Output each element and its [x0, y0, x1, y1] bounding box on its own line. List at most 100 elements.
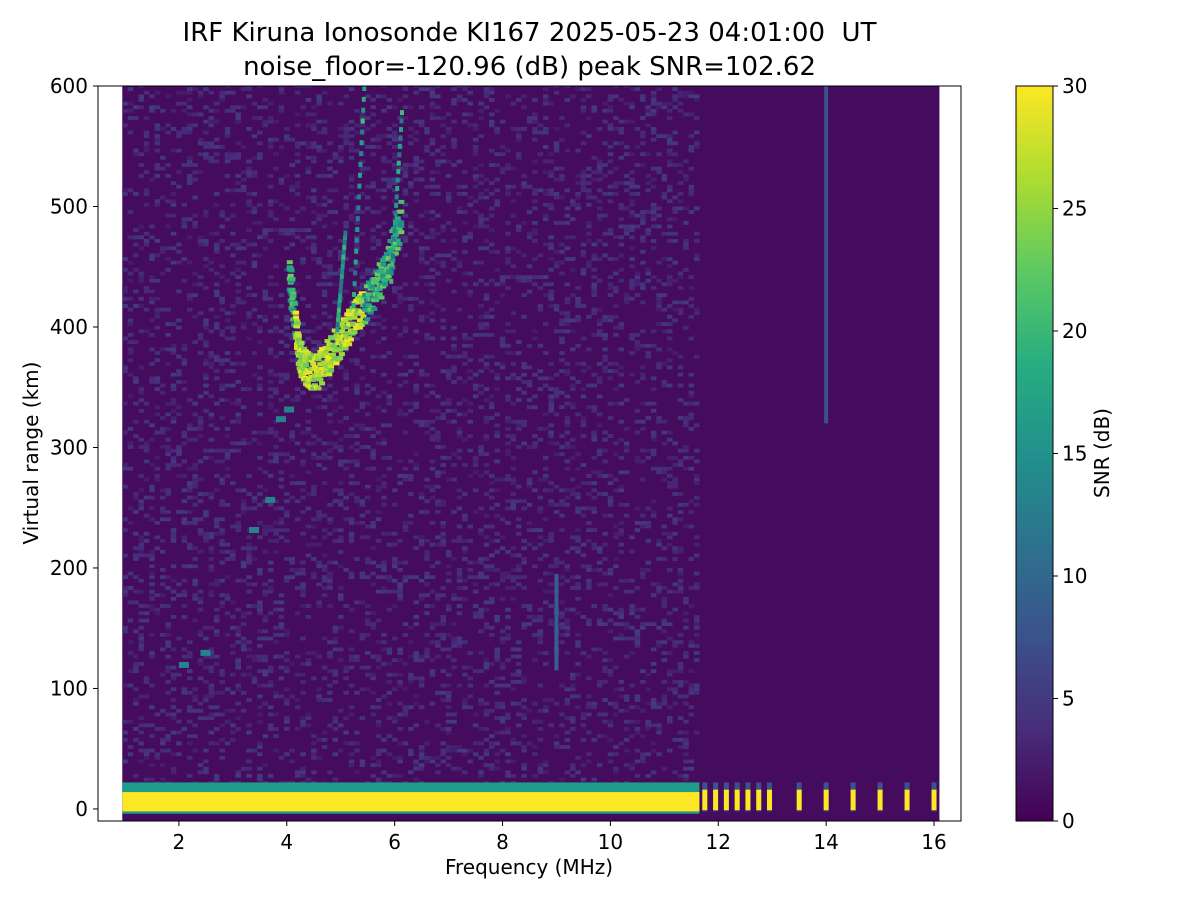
trace-cell	[340, 339, 347, 344]
noise-cell	[381, 575, 387, 579]
noise-cell	[548, 246, 554, 251]
noise-cell	[580, 723, 587, 728]
noise-cell	[138, 647, 144, 652]
noise-cell	[203, 513, 209, 518]
noise-cell	[483, 492, 490, 496]
noise-cell	[187, 260, 193, 265]
noise-cell	[214, 314, 220, 319]
noise-cell	[478, 304, 484, 308]
noise-cell	[526, 264, 533, 269]
noise-cell	[435, 542, 441, 547]
noise-cell	[381, 408, 387, 413]
noise-cell	[267, 145, 274, 149]
noise-cell	[224, 575, 231, 579]
noise-cell	[661, 192, 668, 196]
noise-cell	[160, 246, 166, 251]
noise-cell	[375, 145, 382, 149]
noise-cell	[273, 506, 279, 511]
noise-cell	[553, 560, 560, 565]
noise-cell	[435, 434, 441, 438]
noise-cell	[683, 730, 689, 735]
noise-cell	[483, 322, 490, 326]
noise-cell	[478, 108, 484, 113]
noise-cell	[596, 188, 603, 193]
noise-cell	[451, 557, 457, 561]
noise-cell	[246, 474, 252, 478]
noise-cell	[348, 705, 355, 710]
noise-cell	[289, 430, 295, 435]
noise-cell	[267, 727, 274, 731]
noise-cell	[289, 163, 295, 167]
noise-cell	[580, 481, 587, 485]
noise-cell	[634, 698, 641, 702]
noise-cell	[138, 611, 144, 616]
noise-cell	[219, 712, 225, 717]
noise-cell	[596, 568, 603, 572]
noise-cell	[532, 137, 538, 142]
noise-cell	[392, 578, 398, 583]
noise-cell	[424, 741, 430, 746]
noise-cell	[440, 531, 446, 536]
noise-cell	[618, 455, 624, 460]
noise-cell	[505, 575, 511, 579]
noise-cell	[348, 119, 355, 124]
noise-cell	[418, 300, 425, 305]
noise-cell	[456, 766, 463, 771]
noise-cell	[359, 716, 366, 720]
noise-cell	[300, 568, 306, 572]
noise-cell	[262, 636, 268, 641]
noise-cell	[327, 141, 333, 146]
noise-cell	[273, 119, 279, 124]
noise-cell	[413, 199, 419, 204]
noise-cell	[392, 166, 398, 171]
noise-cell	[327, 654, 333, 659]
noise-cell	[661, 419, 668, 424]
noise-cell	[683, 94, 689, 99]
noise-cell	[591, 481, 597, 485]
noise-cell	[564, 466, 571, 471]
noise-cell	[634, 333, 641, 337]
noise-cell	[278, 654, 285, 659]
noise-cell	[499, 166, 506, 171]
noise-cell	[483, 763, 490, 767]
noise-cell	[413, 615, 419, 619]
noise-cell	[489, 163, 495, 167]
noise-cell	[176, 405, 182, 410]
noise-cell	[154, 137, 161, 142]
noise-cell	[618, 615, 624, 619]
noise-cell	[365, 116, 371, 120]
noise-cell	[311, 455, 317, 460]
noise-cell	[214, 282, 220, 287]
noise-cell	[230, 383, 236, 388]
noise-cell	[246, 766, 252, 771]
pulse-core	[756, 789, 762, 811]
noise-cell	[305, 615, 312, 619]
noise-cell	[289, 495, 295, 500]
noise-cell	[208, 582, 215, 587]
noise-cell	[596, 278, 603, 283]
noise-cell	[133, 105, 139, 110]
noise-cell	[472, 459, 479, 464]
noise-cell	[526, 484, 533, 489]
noise-cell	[408, 680, 414, 684]
noise-cell	[564, 441, 571, 446]
noise-cell	[365, 575, 371, 579]
noise-cell	[510, 477, 517, 482]
noise-cell	[327, 517, 333, 522]
noise-cell	[435, 470, 441, 475]
noise-cell	[478, 770, 484, 775]
noise-cell	[607, 513, 614, 518]
noise-cell	[392, 687, 398, 692]
noise-cell	[321, 535, 328, 540]
noise-cell	[197, 427, 204, 431]
noise-cell	[494, 582, 500, 587]
noise-cell	[354, 242, 360, 247]
noise-cell	[338, 564, 344, 569]
noise-cell	[289, 188, 295, 193]
noise-cell	[640, 141, 646, 146]
noise-cell	[311, 127, 317, 131]
noise-cell	[472, 166, 479, 171]
noise-cell	[284, 333, 290, 337]
noise-cell	[483, 748, 490, 753]
noise-cell	[370, 755, 376, 760]
